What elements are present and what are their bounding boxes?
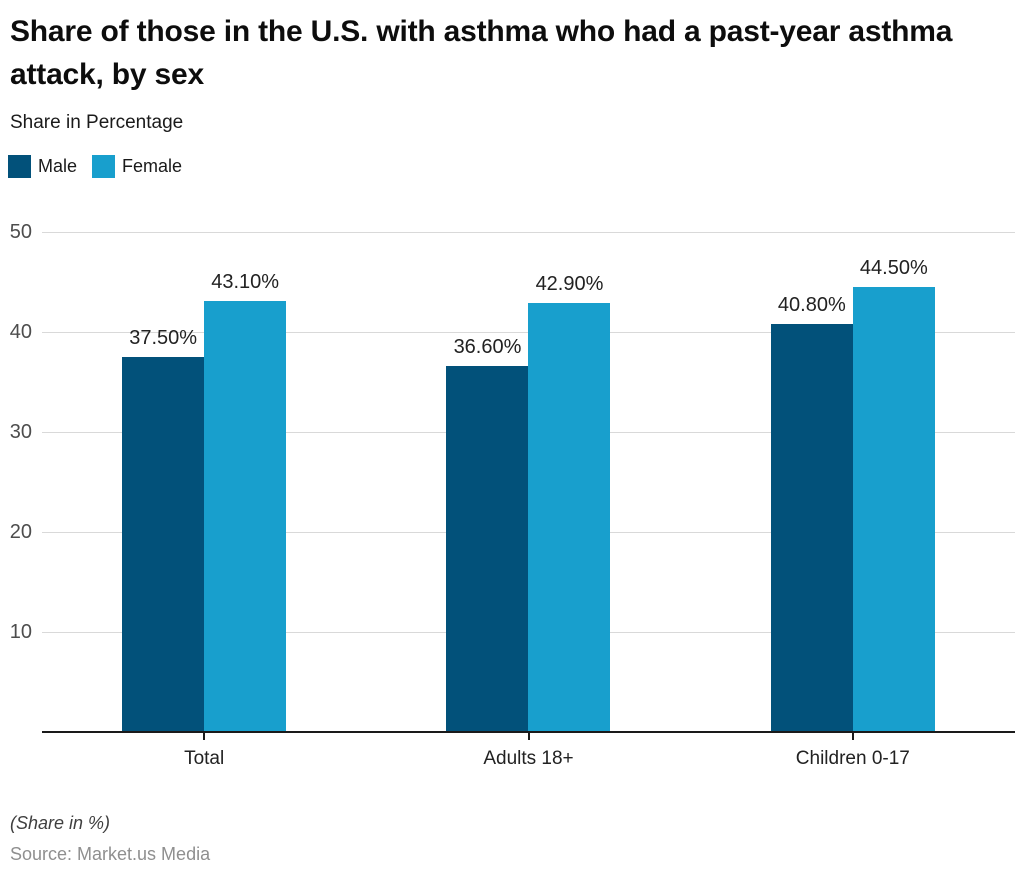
bar-male-adults-18-: 36.60% [446, 336, 529, 732]
legend-item-male: Male [8, 155, 77, 178]
x-axis-line [42, 731, 1015, 733]
x-tick [527, 732, 530, 740]
bar-chart: 10 20 30 40 50 37.50% 43.10% Total 36.60% 42.90% A… [0, 221, 1023, 777]
y-tick-label-10: 10 [9, 621, 32, 643]
y-tick-label-50: 50 [9, 221, 32, 243]
legend-label: Male [38, 156, 78, 176]
value-label: 43.10% [211, 271, 280, 293]
value-label: 42.90% [535, 273, 604, 295]
legend-label: Female [122, 156, 183, 176]
gridline-50 [42, 231, 1015, 233]
x-category-label: Children 0-17 [795, 748, 910, 769]
x-category-label: Adults 18+ [483, 748, 574, 769]
y-tick-label-20: 20 [9, 521, 32, 543]
value-label: 44.50% [859, 257, 928, 279]
value-label: 40.80% [777, 294, 846, 316]
bar-female-children-0-17: 44.50% [852, 257, 935, 732]
bar-male-total: 37.50% [122, 327, 205, 732]
plot-area: 10 20 30 40 50 37.50% 43.10% Total 36.60% 42.90% A… [10, 221, 1015, 769]
bar-female-adults-18-: 42.90% [528, 273, 611, 732]
y-tick-label-40: 40 [9, 321, 32, 343]
source-credit: Source: Market.us Media [10, 844, 211, 864]
bar-group-total: 37.50% 43.10% [42, 232, 366, 732]
legend: Male Female [8, 155, 182, 178]
bar-group-adults-18-: 36.60% 42.90% [366, 232, 690, 732]
value-label: 36.60% [453, 336, 522, 358]
value-label: 37.50% [129, 327, 198, 349]
legend-item-female: Female [92, 155, 182, 178]
bar-male-children-0-17: 40.80% [770, 294, 853, 732]
legend-swatch-male [8, 155, 31, 178]
chart-title: Share of those in the U.S. with asthma w… [10, 15, 953, 91]
y-tick-label-30: 30 [9, 421, 32, 443]
x-category-label: Total [184, 748, 225, 769]
legend-swatch-female [92, 155, 116, 178]
bar-female-total: 43.10% [204, 271, 287, 732]
x-tick [851, 732, 854, 740]
x-tick [203, 732, 206, 740]
chart-subtitle: Share in Percentage [10, 112, 184, 133]
bar-group-children-0-17: 40.80% 44.50% [691, 232, 1015, 732]
axis-note: (Share in %) [10, 813, 111, 833]
